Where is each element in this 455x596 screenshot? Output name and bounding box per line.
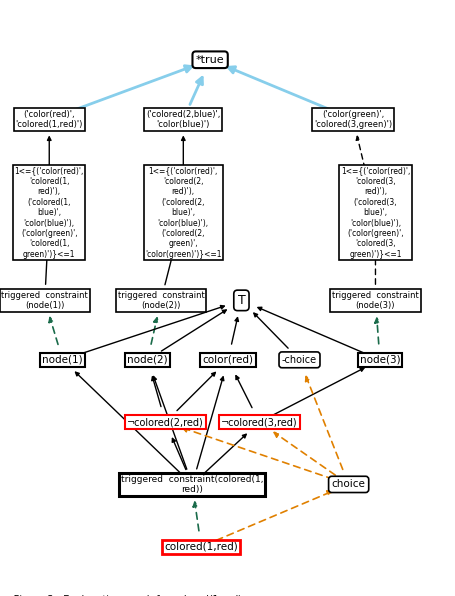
Text: node(1): node(1) <box>42 355 83 365</box>
Text: T: T <box>237 294 245 307</box>
Text: ('color(green)',
'colored(3,green)'): ('color(green)', 'colored(3,green)') <box>313 110 391 129</box>
Text: node(3): node(3) <box>359 355 399 365</box>
Text: triggered  constraint
(node(1)): triggered constraint (node(1)) <box>1 291 88 310</box>
Text: choice: choice <box>331 479 365 489</box>
Text: ¬colored(2,red): ¬colored(2,red) <box>127 417 203 427</box>
Text: 1<={('color(red)',
'colored(2,
red)'),
('colored(2,
blue)',
'color(blue)'),
('co: 1<={('color(red)', 'colored(2, red)'), (… <box>145 166 221 259</box>
Text: triggered  constraint(colored(1,
red)): triggered constraint(colored(1, red)) <box>121 474 263 494</box>
Text: *true: *true <box>195 55 224 65</box>
Text: ('colored(2,blue)',
'color(blue)'): ('colored(2,blue)', 'color(blue)') <box>146 110 220 129</box>
Text: node(2): node(2) <box>127 355 167 365</box>
Text: colored(1,red): colored(1,red) <box>164 542 238 552</box>
Text: -choice: -choice <box>281 355 316 365</box>
Text: ¬colored(3,red): ¬colored(3,red) <box>221 417 297 427</box>
Text: 1<={('color(red)',
'colored(3,
red)'),
('colored(3,
blue)',
'color(blue)'),
('co: 1<={('color(red)', 'colored(3, red)'), (… <box>340 166 409 259</box>
Text: color(red): color(red) <box>202 355 253 365</box>
Text: triggered  constraint
(node(2)): triggered constraint (node(2)) <box>117 291 204 310</box>
Text: ('color(red)',
'colored(1,red)'): ('color(red)', 'colored(1,red)') <box>15 110 83 129</box>
Text: Figure 3:  Explanation graph for colored(1,red): Figure 3: Explanation graph for colored(… <box>14 595 241 596</box>
Text: triggered  constraint
(node(3)): triggered constraint (node(3)) <box>331 291 418 310</box>
Text: 1<={('color(red)',
'colored(1,
red)'),
('colored(1,
blue)',
'color(blue)'),
('co: 1<={('color(red)', 'colored(1, red)'), (… <box>15 166 84 259</box>
